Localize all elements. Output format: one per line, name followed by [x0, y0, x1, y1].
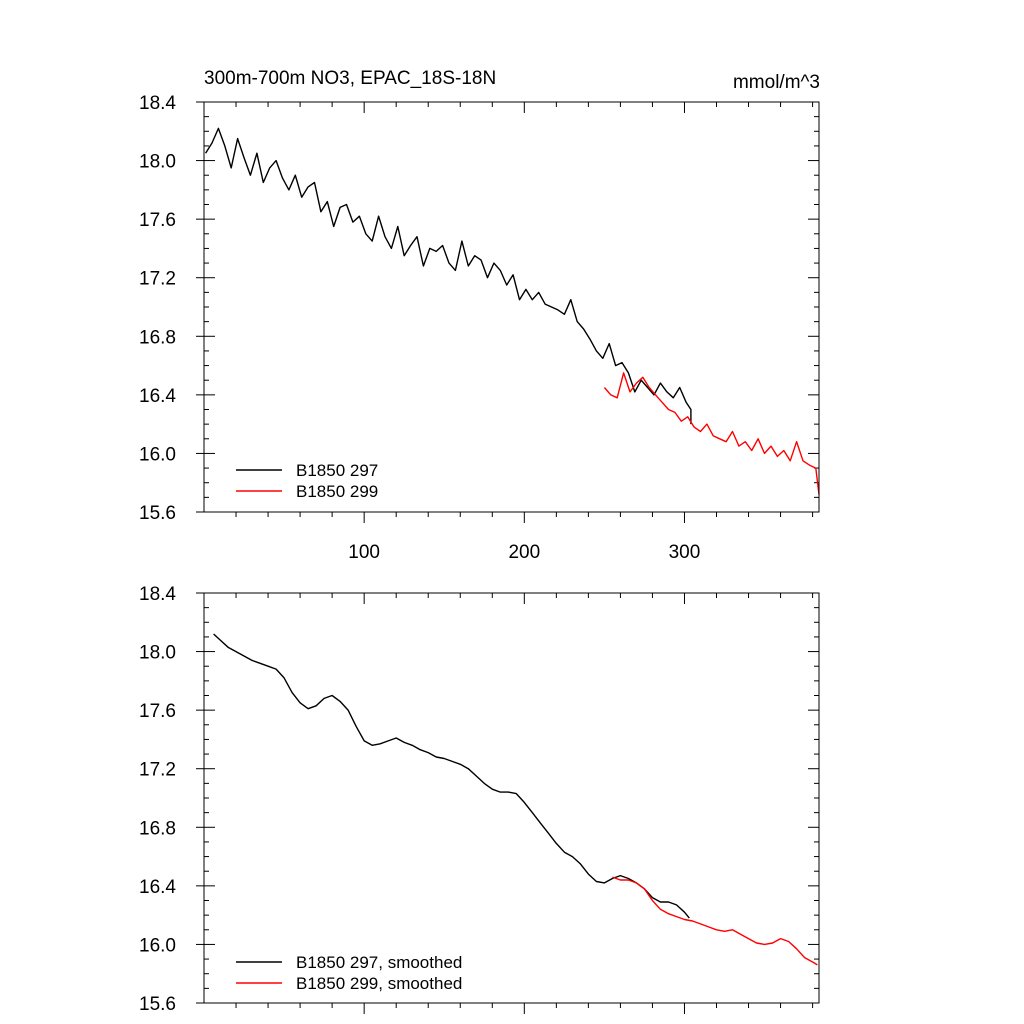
- y-tick-label: 17.6: [139, 701, 176, 722]
- top-panel: 300m-700m NO3, EPAC_18S-18N mmol/m^3 15.…: [139, 68, 820, 563]
- y-tick-label: 15.6: [139, 503, 176, 524]
- y-tick-label: 18.4: [139, 584, 176, 605]
- y-tick-label: 17.2: [139, 269, 176, 290]
- series-line-1: [603, 372, 820, 495]
- bottom-panel-ticks: 15.6 16.0 16.4 16.8 17.2 17.6 18.0 18.4: [139, 584, 819, 1015]
- top-panel-series: [205, 127, 820, 495]
- legend-label: B1850 297: [296, 461, 378, 480]
- y-tick-label: 16.4: [139, 386, 176, 407]
- x-tick-label: 300: [669, 542, 701, 563]
- y-tick-label: 16.8: [139, 818, 176, 839]
- top-plot-frame: [203, 101, 820, 513]
- series-line-0: [205, 127, 692, 425]
- y-tick-label: 15.6: [139, 994, 176, 1015]
- y-tick-label: 17.2: [139, 760, 176, 781]
- y-tick-label: 18.4: [139, 93, 176, 114]
- x-tick-label: 100: [348, 542, 380, 563]
- bottom-plot-frame: [203, 592, 820, 1004]
- chart-title: 300m-700m NO3, EPAC_18S-18N: [204, 68, 496, 89]
- y-tick-label: 18.0: [139, 152, 176, 173]
- bottom-panel-series: [213, 633, 818, 966]
- legend-label: B1850 297, smoothed: [296, 953, 462, 972]
- y-tick-label: 16.0: [139, 444, 176, 465]
- y-tick-label: 18.0: [139, 643, 176, 664]
- y-tick-label: 16.4: [139, 877, 176, 898]
- y-tick-label: 16.8: [139, 327, 176, 348]
- y-tick-label: 16.0: [139, 935, 176, 956]
- units-label: mmol/m^3: [733, 72, 820, 93]
- legend-label: B1850 299, smoothed: [296, 974, 462, 993]
- legend-label: B1850 299: [296, 482, 378, 501]
- top-legend: B1850 297 B1850 299: [236, 461, 378, 501]
- series-line-0: [213, 633, 690, 919]
- bottom-legend: B1850 297, smoothed B1850 299, smoothed: [236, 953, 462, 993]
- bottom-panel: 15.6 16.0 16.4 16.8 17.2 17.6 18.0 18.4 B1850 2…: [139, 584, 820, 1015]
- x-tick-label: 200: [508, 542, 540, 563]
- top-panel-ticks: 15.6 16.0 16.4 16.8 17.2 17.6 18.0 18.4 100 200 30…: [139, 93, 819, 563]
- y-tick-label: 17.6: [139, 210, 176, 231]
- series-line-1: [612, 876, 818, 966]
